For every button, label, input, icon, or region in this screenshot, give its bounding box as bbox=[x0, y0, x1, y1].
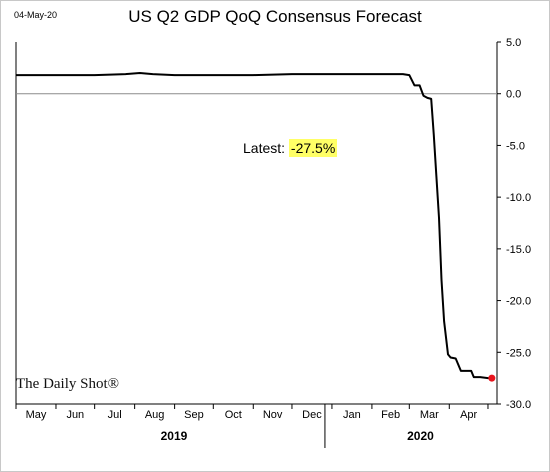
x-tick-label: May bbox=[26, 409, 47, 421]
year-label-2020: 2020 bbox=[407, 429, 434, 443]
latest-value: -27.5% bbox=[288, 139, 338, 157]
x-tick-label: Feb bbox=[381, 409, 400, 421]
y-tick-label: -10.0 bbox=[506, 192, 531, 204]
x-tick-label: Jul bbox=[108, 409, 122, 421]
series-group bbox=[16, 72, 496, 382]
chart-date: 04-May-20 bbox=[14, 10, 58, 20]
year-label-2019: 2019 bbox=[161, 429, 188, 443]
y-tick-label: -5.0 bbox=[506, 140, 525, 152]
y-tick-label: -20.0 bbox=[506, 296, 531, 308]
y-tick-label: 0.0 bbox=[506, 89, 521, 101]
x-tick-label: Jun bbox=[66, 409, 84, 421]
x-tick-label: Apr bbox=[460, 409, 477, 421]
x-tick-label: Mar bbox=[420, 409, 439, 421]
x-tick-label: Sep bbox=[184, 409, 204, 421]
x-tick-label: Nov bbox=[263, 409, 283, 421]
axes-group bbox=[15, 42, 498, 405]
y-tick-label: -30.0 bbox=[506, 399, 531, 411]
y-tick-label: -25.0 bbox=[506, 347, 531, 359]
latest-label: Latest: bbox=[243, 140, 286, 156]
latest-annotation: Latest: -27.5% bbox=[243, 139, 338, 157]
chart-title: US Q2 GDP QoQ Consensus Forecast bbox=[128, 7, 422, 26]
x-tick-label: Aug bbox=[145, 409, 165, 421]
y-axis-ticks: 5.0 0.0 -5.0 -10.0 -15.0 -20.0 -25.0 -30.0 bbox=[497, 37, 531, 411]
latest-point-marker bbox=[488, 374, 496, 382]
x-tick-label: Jan bbox=[343, 409, 361, 421]
series-line bbox=[16, 72, 492, 380]
x-tick-label: Oct bbox=[225, 409, 242, 421]
y-tick-label: -15.0 bbox=[506, 244, 531, 256]
x-tick-label: Dec bbox=[302, 409, 322, 421]
y-tick-label: 5.0 bbox=[506, 37, 521, 49]
brand-logo: The Daily Shot® bbox=[16, 376, 120, 392]
x-axis-ticks: May Jun Jul Aug Sep Oct Nov Dec Jan Feb Mar Apr 2019… bbox=[15, 404, 489, 448]
